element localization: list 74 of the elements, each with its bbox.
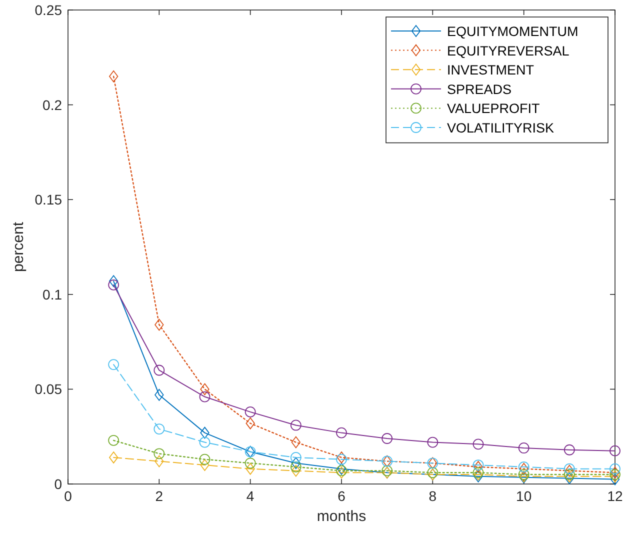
point	[291, 457, 300, 470]
point	[518, 442, 530, 454]
point	[382, 465, 393, 476]
legend-label: VOLATILITYRISK	[447, 120, 554, 136]
point	[610, 473, 620, 486]
x-tick-label: 6	[338, 488, 346, 504]
point	[199, 436, 210, 448]
point	[154, 388, 164, 401]
legend-label: EQUITYREVERSAL	[447, 43, 570, 58]
legend-label: INVESTMENT	[447, 62, 534, 78]
point	[109, 452, 118, 464]
point	[244, 406, 256, 418]
point	[200, 426, 210, 439]
x-tick-label: 8	[428, 488, 437, 504]
legend-label: SPREADS	[447, 82, 512, 97]
point	[244, 458, 256, 469]
point	[154, 318, 164, 331]
point	[564, 444, 575, 456]
point	[336, 427, 347, 438]
point	[154, 364, 165, 376]
point	[564, 463, 575, 474]
point	[474, 460, 483, 473]
y-axis-title: percent	[10, 221, 27, 272]
point	[336, 465, 347, 476]
point	[427, 436, 438, 448]
y-tick-label: 0.25	[34, 2, 62, 18]
point	[336, 466, 346, 479]
point	[610, 463, 620, 474]
point	[382, 433, 393, 444]
point	[108, 359, 120, 370]
point	[518, 461, 530, 472]
point	[200, 383, 210, 396]
point	[564, 464, 574, 477]
point	[109, 275, 118, 288]
point	[291, 464, 300, 477]
point	[154, 424, 165, 434]
point	[246, 462, 255, 475]
x-tick-label: 4	[246, 488, 254, 504]
point	[518, 469, 530, 480]
point	[290, 461, 302, 472]
point	[291, 436, 300, 448]
y-tick-label: 0.1	[42, 286, 62, 302]
point	[564, 470, 574, 482]
point	[108, 279, 120, 290]
legend-label: VALUEPROFIT	[447, 101, 540, 116]
y-tick-label: 0.15	[34, 192, 62, 208]
point	[290, 452, 302, 463]
y-tick-label: 0.2	[42, 96, 62, 113]
point	[246, 417, 255, 430]
point	[610, 469, 620, 480]
point	[154, 448, 165, 460]
x-tick-label: 10	[516, 488, 532, 504]
point	[610, 445, 620, 456]
x-axis-title: months	[316, 508, 366, 525]
x-tick-label: 12	[607, 488, 623, 504]
point	[108, 434, 120, 446]
point	[472, 460, 484, 470]
point	[290, 420, 302, 431]
point	[472, 438, 484, 450]
x-tick-label: 0	[64, 488, 72, 504]
point	[109, 70, 118, 82]
legend-label: EQUITYMOMENTUM	[447, 24, 578, 39]
point	[154, 455, 164, 468]
point	[336, 462, 346, 475]
x-tick-label: 2	[155, 488, 164, 504]
point	[199, 454, 210, 465]
point	[610, 470, 620, 482]
y-tick-label: 0.05	[34, 381, 62, 398]
point	[200, 459, 210, 471]
point	[199, 391, 210, 402]
point	[564, 469, 575, 480]
point	[519, 462, 528, 475]
point	[610, 466, 620, 479]
y-tick-label: 0	[54, 476, 62, 492]
